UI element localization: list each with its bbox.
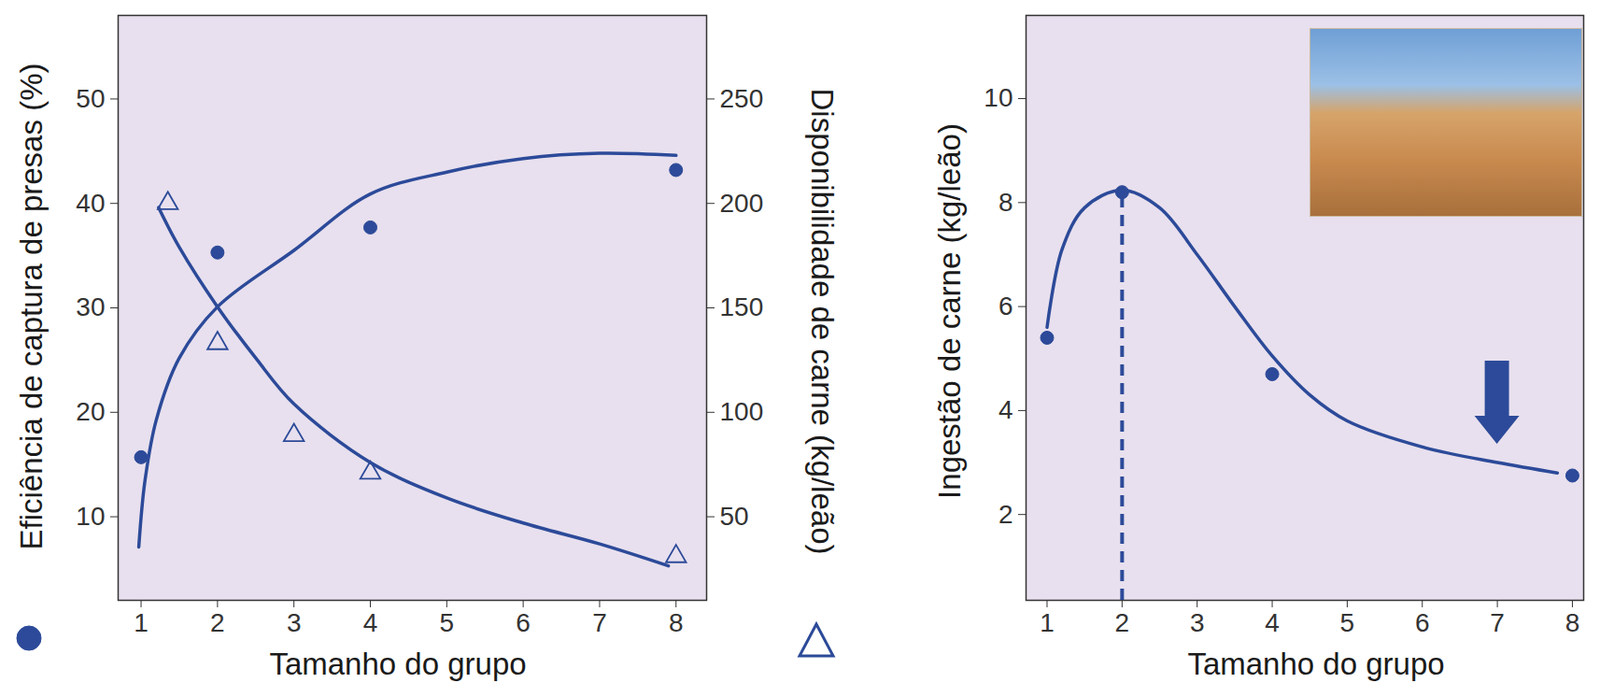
svg-text:30: 30 bbox=[75, 292, 105, 322]
svg-text:1: 1 bbox=[133, 608, 149, 638]
svg-text:10: 10 bbox=[75, 501, 105, 531]
svg-text:8: 8 bbox=[1565, 608, 1581, 638]
svg-text:6: 6 bbox=[515, 608, 531, 638]
html-text:Tamanho do grupo: Tamanho do grupo bbox=[1187, 645, 1445, 681]
html-text:Tamanho do grupo: Tamanho do grupo bbox=[269, 645, 527, 681]
svg-text:6: 6 bbox=[1415, 608, 1431, 638]
svg-text:2: 2 bbox=[1115, 608, 1131, 638]
svg-text:1: 1 bbox=[1039, 608, 1055, 638]
svg-text:2: 2 bbox=[998, 499, 1014, 529]
svg-text:40: 40 bbox=[75, 188, 105, 218]
svg-text:8: 8 bbox=[998, 187, 1014, 217]
svg-text:4: 4 bbox=[1264, 608, 1280, 638]
svg-text:4: 4 bbox=[998, 395, 1014, 425]
svg-text:20: 20 bbox=[75, 396, 105, 426]
svg-text:10: 10 bbox=[983, 83, 1013, 113]
html-text:Disponibilidade de carne (kg/l: Disponibilidade de carne (kg/leão) bbox=[804, 88, 840, 555]
svg-text:50: 50 bbox=[75, 84, 105, 114]
html-text:Eficiência de captura de presa: Eficiência de captura de presas (%) bbox=[13, 63, 49, 550]
svg-text:100: 100 bbox=[720, 396, 765, 426]
svg-text:7: 7 bbox=[592, 608, 608, 638]
svg-text:200: 200 bbox=[720, 188, 765, 218]
svg-text:50: 50 bbox=[720, 501, 750, 531]
svg-text:7: 7 bbox=[1489, 608, 1505, 638]
svg-text:6: 6 bbox=[998, 291, 1014, 321]
svg-text:250: 250 bbox=[720, 84, 765, 114]
svg-text:5: 5 bbox=[439, 608, 455, 638]
svg-text:3: 3 bbox=[1189, 608, 1205, 638]
svg-text:4: 4 bbox=[363, 608, 379, 638]
svg-text:5: 5 bbox=[1340, 608, 1356, 638]
svg-text:150: 150 bbox=[720, 292, 765, 322]
svg-text:8: 8 bbox=[668, 608, 684, 638]
svg-text:2: 2 bbox=[210, 608, 226, 638]
html-text:Ingestão de carne (kg/leão): Ingestão de carne (kg/leão) bbox=[931, 123, 967, 499]
svg-text:3: 3 bbox=[286, 608, 302, 638]
